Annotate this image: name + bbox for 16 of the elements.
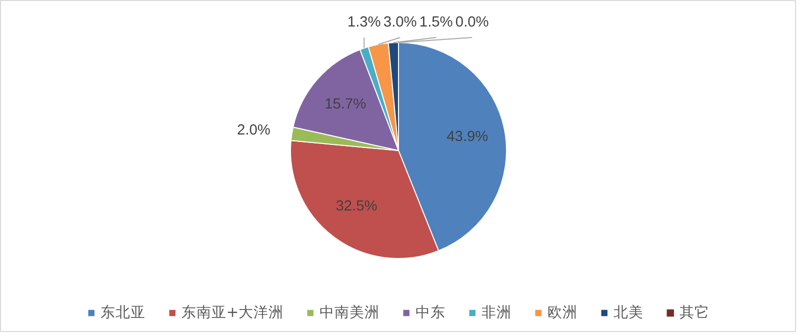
data-label: 15.7%	[324, 96, 366, 113]
data-label: 32.5%	[336, 198, 378, 215]
data-label: 1.3%	[347, 14, 381, 30]
legend-label: 东南亚+大洋洲	[181, 303, 284, 322]
legend-label: 欧洲	[548, 303, 578, 322]
data-label: 3.0%	[383, 14, 417, 30]
data-label: 43.9%	[446, 129, 488, 146]
legend-label: 中南美洲	[320, 303, 380, 322]
legend-label: 其它	[680, 303, 710, 322]
text: 0.0%	[455, 14, 489, 30]
legend-label: 东北亚	[100, 303, 146, 322]
data-label: 2.0%	[237, 122, 270, 138]
legend-label: 北美	[614, 303, 644, 322]
data-label: 1.5%	[419, 14, 453, 30]
legend-label: 非洲	[482, 303, 512, 322]
legend-label: 中东	[416, 303, 446, 322]
